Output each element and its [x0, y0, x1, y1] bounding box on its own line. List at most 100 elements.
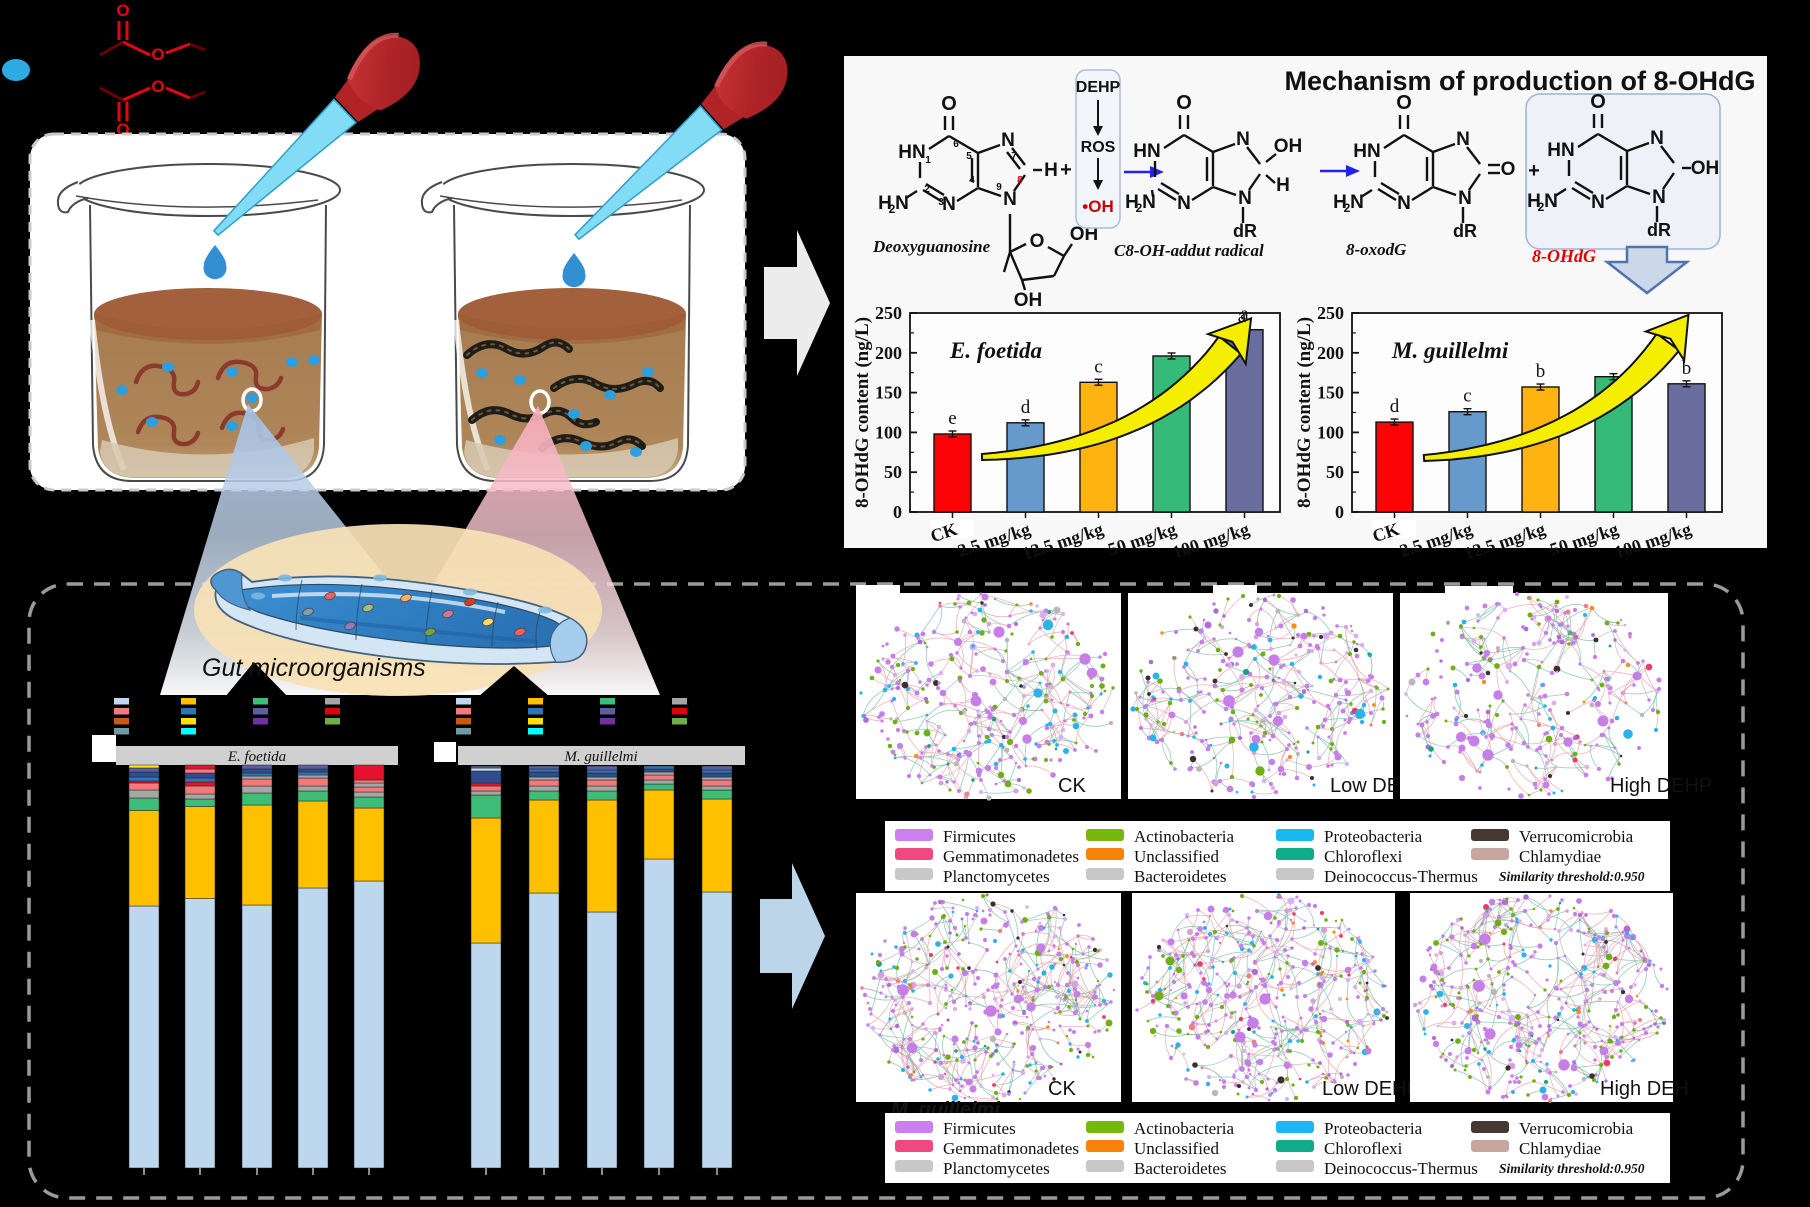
svg-text:d: d	[1021, 397, 1031, 418]
svg-text:H: H	[1333, 192, 1347, 213]
svg-text:250: 250	[1317, 303, 1344, 323]
svg-text:O: O	[116, 1, 129, 20]
svg-text:H: H	[1527, 191, 1541, 212]
svg-text:HN: HN	[898, 142, 925, 163]
svg-text:150: 150	[1317, 383, 1344, 403]
svg-text:O: O	[941, 93, 957, 115]
svg-text:2: 2	[1538, 200, 1545, 214]
svg-text:0: 0	[1335, 502, 1344, 522]
svg-text:O: O	[151, 77, 164, 96]
svg-text:b: b	[1682, 358, 1692, 379]
svg-text:N: N	[1003, 189, 1017, 210]
svg-text:dR: dR	[1647, 220, 1671, 240]
svg-text:OH: OH	[1274, 136, 1303, 157]
svg-text:Planctomycetes: Planctomycetes	[943, 867, 1050, 886]
svg-text:Deinococcus-Thermus: Deinococcus-Thermus	[1324, 867, 1478, 886]
svg-text:C8-OH-addut radical: C8-OH-addut radical	[1114, 241, 1264, 260]
svg-text:Chloroflexi: Chloroflexi	[1324, 847, 1403, 866]
svg-text:Chlamydiae: Chlamydiae	[1519, 1139, 1601, 1158]
svg-text:100: 100	[875, 422, 902, 442]
svg-text:H: H	[1276, 175, 1290, 196]
svg-text:4: 4	[969, 175, 975, 186]
svg-text:dR: dR	[1453, 221, 1477, 241]
svg-text:Actinobacteria: Actinobacteria	[1134, 1119, 1235, 1138]
svg-text:Gemmatimonadetes: Gemmatimonadetes	[943, 1139, 1079, 1158]
svg-text:100: 100	[1317, 422, 1344, 442]
svg-text:CK: CK	[1058, 775, 1086, 797]
svg-text:Verrucomicrobia: Verrucomicrobia	[1519, 827, 1634, 846]
svg-text:Mechanism of production of 8-O: Mechanism of production of 8-OHdG	[1285, 66, 1756, 96]
svg-text:+: +	[1528, 160, 1540, 182]
svg-text:Unclassified: Unclassified	[1134, 1139, 1219, 1158]
svg-text:dR: dR	[1233, 221, 1257, 241]
svg-text:Low DEHP: Low DEHP	[1322, 1078, 1420, 1100]
svg-text:E. foetida: E. foetida	[227, 749, 286, 765]
svg-text:H: H	[1044, 160, 1058, 181]
svg-text:O: O	[151, 45, 164, 64]
svg-text:Firmicutes: Firmicutes	[943, 827, 1016, 846]
svg-text:3: 3	[938, 197, 944, 208]
svg-text:OH: OH	[1691, 158, 1720, 179]
svg-text:Chlamydiae: Chlamydiae	[1519, 847, 1601, 866]
svg-text:N: N	[1142, 192, 1156, 213]
svg-text:E. foetida: E. foetida	[949, 338, 1042, 363]
svg-text:Gemmatimonadetes: Gemmatimonadetes	[943, 847, 1079, 866]
svg-text:Similarity threshold:0.950: Similarity threshold:0.950	[1499, 869, 1645, 884]
svg-text:c: c	[1094, 356, 1102, 377]
svg-text:8-OHdG: 8-OHdG	[1532, 246, 1596, 266]
svg-text:High DEH: High DEH	[1600, 1078, 1689, 1100]
svg-text:M. guillelmi: M. guillelmi	[1391, 338, 1509, 363]
svg-text:+: +	[1060, 159, 1072, 181]
svg-text:2: 2	[889, 202, 896, 216]
svg-text:Bacteroidetes: Bacteroidetes	[1134, 867, 1227, 886]
svg-text:HN: HN	[1547, 140, 1574, 161]
svg-text:N: N	[1236, 129, 1250, 150]
svg-text:b: b	[1536, 361, 1546, 382]
svg-text:Proteobacteria: Proteobacteria	[1324, 1119, 1423, 1138]
svg-text:N: N	[1458, 188, 1472, 209]
svg-text:N: N	[1350, 192, 1364, 213]
svg-text:H: H	[1125, 192, 1139, 213]
svg-text:250: 250	[875, 303, 902, 323]
svg-text:O: O	[1030, 231, 1045, 252]
svg-text:7: 7	[1011, 151, 1017, 162]
svg-text:8-oxodG: 8-oxodG	[1346, 240, 1407, 259]
svg-text:Proteobacteria: Proteobacteria	[1324, 827, 1423, 846]
svg-text:O: O	[1396, 92, 1412, 114]
svg-text:1: 1	[925, 155, 931, 166]
svg-text:N: N	[1397, 193, 1411, 214]
svg-text:0: 0	[893, 502, 902, 522]
svg-text:OH: OH	[1014, 290, 1043, 311]
svg-text:N: N	[895, 193, 909, 214]
svg-text:CK: CK	[1048, 1078, 1076, 1100]
svg-text:c: c	[1463, 386, 1471, 407]
svg-text:150: 150	[875, 383, 902, 403]
svg-text:HN: HN	[1353, 141, 1380, 162]
svg-text:Planctomycetes: Planctomycetes	[943, 1159, 1050, 1178]
svg-text:2: 2	[1344, 201, 1351, 215]
svg-text:Firmicutes: Firmicutes	[943, 1119, 1016, 1138]
svg-text:Chloroflexi: Chloroflexi	[1324, 1139, 1403, 1158]
svg-text:e: e	[948, 408, 956, 429]
svg-text:Bacteroidetes: Bacteroidetes	[1134, 1159, 1227, 1178]
svg-text:O: O	[1176, 92, 1192, 114]
svg-text:High DEHP: High DEHP	[1610, 775, 1712, 797]
svg-text:Similarity threshold:0.950: Similarity threshold:0.950	[1499, 1161, 1645, 1176]
svg-text:9: 9	[996, 182, 1002, 193]
svg-text:HN: HN	[1133, 141, 1160, 162]
svg-text:8-OHdG content (ng/L): 8-OHdG content (ng/L)	[1294, 317, 1315, 508]
svg-text:N: N	[1650, 128, 1664, 149]
svg-text:8-OHdG content (ng/L): 8-OHdG content (ng/L)	[852, 317, 873, 508]
svg-text:N: N	[1177, 193, 1191, 214]
svg-text:Deinococcus-Thermus: Deinococcus-Thermus	[1324, 1159, 1478, 1178]
svg-text:OH: OH	[1070, 224, 1099, 245]
svg-text:DEHP: DEHP	[1076, 79, 1121, 96]
svg-text:Actinobacteria: Actinobacteria	[1134, 827, 1235, 846]
svg-text:O: O	[1590, 91, 1606, 113]
svg-text:d: d	[1390, 396, 1400, 417]
svg-text:N: N	[1544, 191, 1558, 212]
svg-text:N: N	[1652, 187, 1666, 208]
svg-text:5: 5	[966, 151, 972, 162]
svg-text:O: O	[1501, 159, 1516, 180]
svg-text:N: N	[1238, 188, 1252, 209]
